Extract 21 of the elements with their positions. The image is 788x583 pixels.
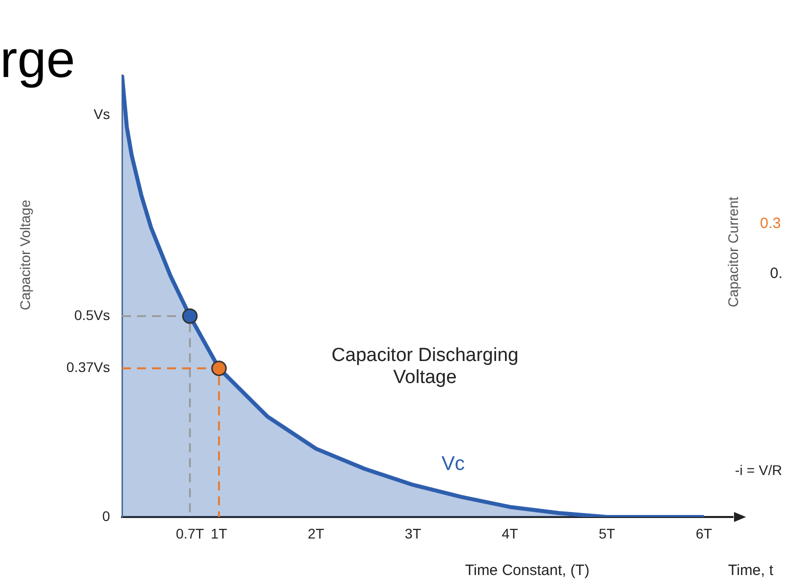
chart-title: rge [0,30,76,90]
y-axis-title: Capacitor Voltage [17,200,33,310]
text: Time, t [728,562,774,579]
x-axis-title: Time Constant, (T) [465,562,590,579]
x-tick-label: 3T [404,525,422,542]
x-tick-label: 6T [696,525,713,542]
y-tick-label: 0 [102,508,110,524]
x-tick-label: 1T [210,525,228,542]
series-label: Vc [441,452,465,476]
x-tick-label: 0.7T [176,525,204,542]
x-tick-label: 2T [308,525,325,542]
y-tick-label: 0.37Vs [66,359,110,376]
text: 0.3 [760,215,781,232]
y-tick-label: Vs [94,106,110,122]
x-tick-label: 5T [598,525,616,542]
text: -i = V/R [735,462,782,478]
text: 0. [770,265,783,282]
x-tick-label: 4T [502,525,519,542]
annotation: Capacitor Discharging Voltage [330,345,520,389]
y2-axis-title: Capacitor Current [725,196,741,308]
y-tick-label: 0.5Vs [74,306,110,323]
